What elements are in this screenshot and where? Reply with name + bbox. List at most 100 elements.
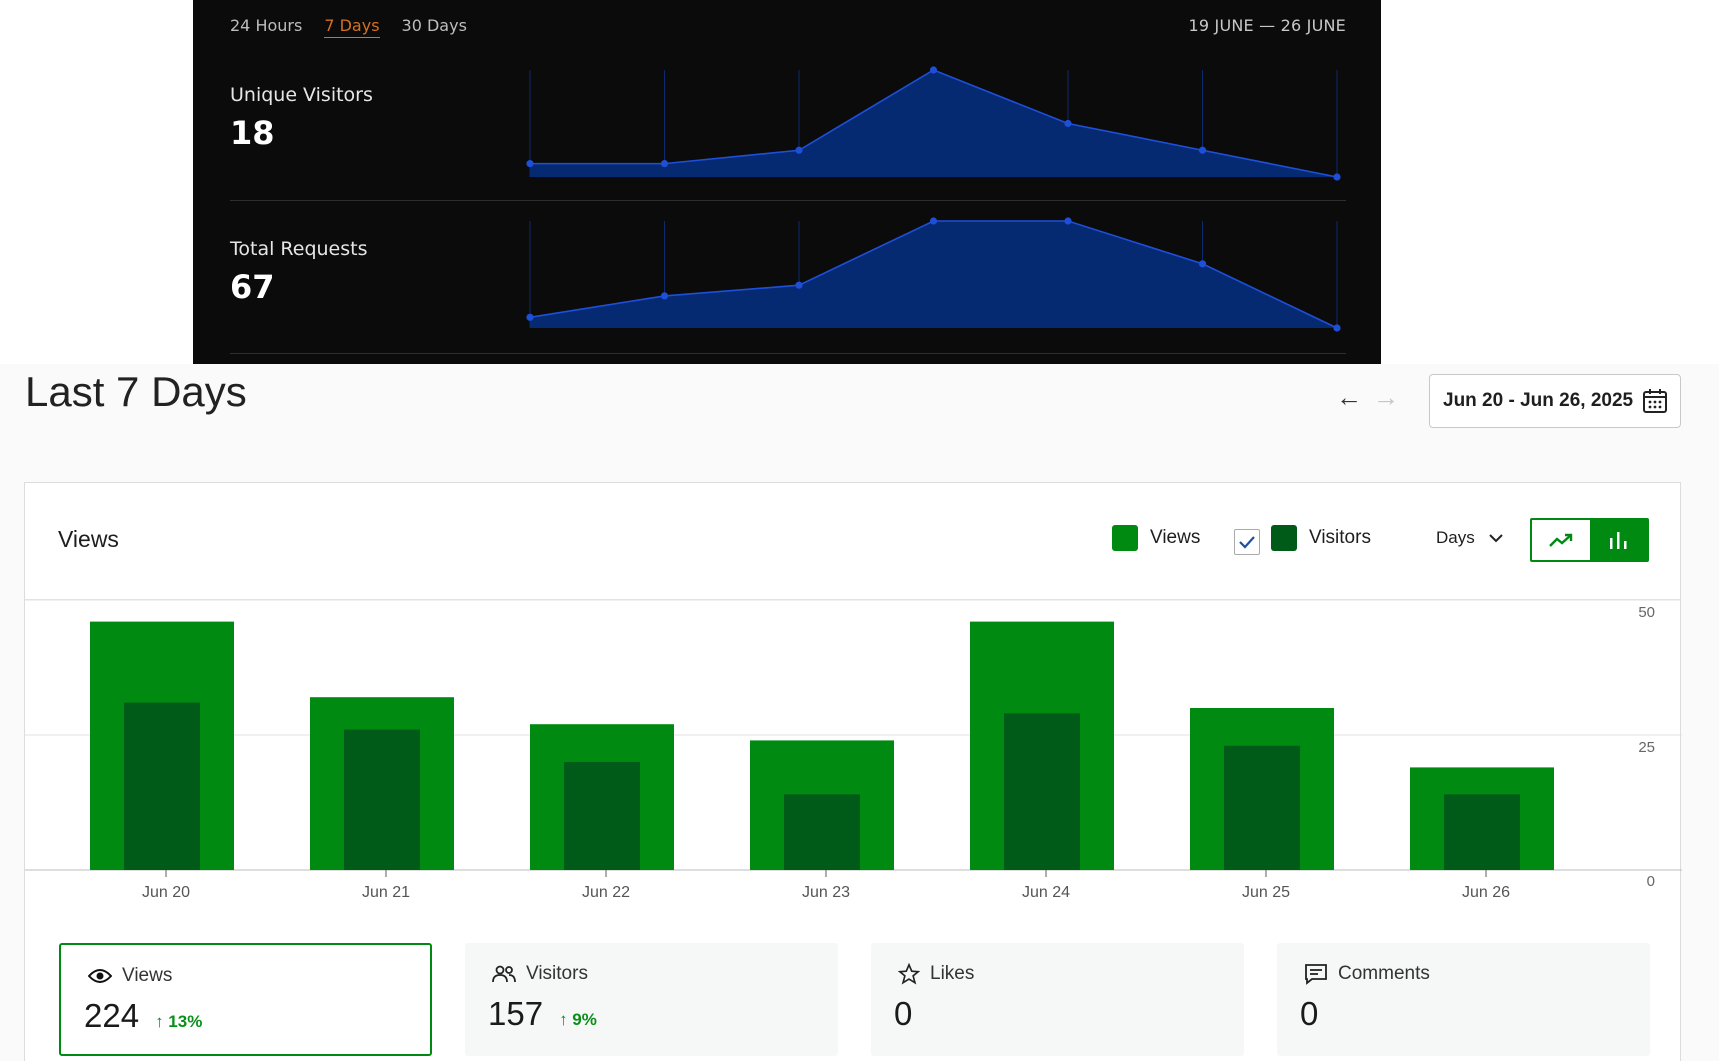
bar-visitors bbox=[1224, 745, 1300, 870]
y-tick-label: 25 bbox=[1638, 739, 1655, 756]
spark-area-1 bbox=[530, 221, 1337, 328]
stat-label: Views bbox=[122, 965, 173, 986]
date-range-label: Jun 20 - Jun 26, 2025 bbox=[1443, 390, 1634, 411]
spark-point bbox=[1333, 324, 1341, 332]
stat-value: 157 ↑ 9% bbox=[488, 995, 597, 1033]
check-icon bbox=[1239, 536, 1255, 549]
bar-visitors bbox=[1444, 794, 1520, 870]
stat-value: 0 bbox=[1300, 995, 1318, 1033]
line-chart-button[interactable] bbox=[1532, 520, 1590, 560]
visitors-checkbox[interactable] bbox=[1234, 529, 1260, 555]
stat-label: Visitors bbox=[526, 963, 588, 984]
stat-number: 157 bbox=[488, 995, 544, 1032]
period-select[interactable]: Days bbox=[1436, 528, 1503, 548]
legend-label: Visitors bbox=[1309, 527, 1371, 548]
stat-value: 224 ↑ 13% bbox=[84, 997, 202, 1035]
views-bar-chart: 0 25 50 Jun 20 Jun 21 Jun 22 Jun 23 Jun 24 Jun 2… bbox=[25, 599, 1682, 901]
metric-label: Total Requests bbox=[230, 238, 368, 260]
calendar-icon bbox=[1643, 389, 1667, 413]
bar-visitors bbox=[124, 702, 200, 870]
stat-card-visitors[interactable]: Visitors 157 ↑ 9% bbox=[465, 943, 838, 1056]
period-label: Days bbox=[1436, 528, 1475, 547]
bar-chart-icon bbox=[1610, 532, 1627, 549]
page-title: Last 7 Days bbox=[25, 368, 247, 415]
stat-value: 0 bbox=[894, 995, 912, 1033]
spark-point bbox=[526, 313, 534, 321]
sparkline-charts bbox=[526, 66, 1341, 332]
range-tabs: 24 Hours 7 Days 30 Days bbox=[230, 16, 467, 38]
spark-point bbox=[660, 160, 669, 168]
stat-card-views[interactable]: Views 224 ↑ 13% bbox=[59, 943, 432, 1056]
tab-30-days[interactable]: 30 Days bbox=[401, 16, 467, 35]
stat-head: Views bbox=[88, 965, 172, 987]
legend-visitors[interactable]: Visitors bbox=[1271, 525, 1371, 551]
x-tick-label: Jun 22 bbox=[582, 884, 630, 901]
divider bbox=[230, 200, 1346, 201]
x-tick-label: Jun 24 bbox=[1022, 884, 1070, 901]
stat-delta: ↑ 9% bbox=[559, 1010, 597, 1029]
date-range-picker[interactable]: Jun 20 - Jun 26, 2025 bbox=[1429, 374, 1681, 428]
stat-number: 0 bbox=[1300, 995, 1319, 1032]
card-title: Views bbox=[58, 526, 119, 552]
spark-point bbox=[1064, 217, 1072, 225]
bar-visitors bbox=[344, 729, 420, 870]
star-icon bbox=[898, 963, 920, 985]
spark-point bbox=[526, 160, 534, 168]
next-period-arrow-icon: → bbox=[1373, 382, 1399, 412]
tab-7-days[interactable]: 7 Days bbox=[324, 16, 380, 38]
stats-dashboard: Last 7 Days ← → Jun 20 - Jun 26, 2025 Vi… bbox=[0, 364, 1719, 1061]
stat-delta: ↑ 13% bbox=[155, 1012, 203, 1031]
chart-type-toggle bbox=[1530, 518, 1649, 562]
divider bbox=[230, 353, 1346, 354]
trending-up-icon bbox=[1548, 533, 1572, 547]
total-requests-metric: Total Requests 67 bbox=[230, 238, 368, 306]
metric-value: 18 bbox=[230, 114, 275, 152]
bar-visitors bbox=[564, 762, 640, 870]
x-tick-label: Jun 25 bbox=[1242, 884, 1290, 901]
legend-swatch-visitors bbox=[1271, 525, 1297, 551]
legend-swatch-views bbox=[1112, 525, 1138, 551]
stat-number: 224 bbox=[84, 997, 140, 1034]
legend-label: Views bbox=[1150, 527, 1201, 548]
tab-24-hours[interactable]: 24 Hours bbox=[230, 16, 303, 35]
stat-number: 0 bbox=[894, 995, 913, 1032]
spark-point bbox=[929, 66, 938, 74]
y-tick-label: 0 bbox=[1647, 873, 1655, 890]
stat-label: Likes bbox=[930, 963, 975, 984]
x-tick-label: Jun 26 bbox=[1462, 884, 1510, 901]
metric-label: Unique Visitors bbox=[230, 84, 373, 106]
previous-period-arrow-icon[interactable]: ← bbox=[1336, 382, 1362, 412]
spark-point bbox=[660, 292, 669, 300]
unique-visitors-metric: Unique Visitors 18 bbox=[230, 84, 373, 152]
spark-point bbox=[1198, 146, 1207, 154]
stat-label: Comments bbox=[1338, 963, 1430, 984]
chevron-down-icon bbox=[1489, 534, 1503, 543]
legend-views[interactable]: Views bbox=[1112, 525, 1200, 551]
stat-head: Likes bbox=[898, 963, 974, 985]
stat-delta-value: 13% bbox=[168, 1012, 203, 1031]
x-tick-label: Jun 21 bbox=[362, 884, 410, 901]
analytics-panel: 24 Hours 7 Days 30 Days 19 JUNE — 26 JUN… bbox=[193, 0, 1381, 364]
spark-point bbox=[929, 217, 938, 225]
bar-chart-button[interactable] bbox=[1589, 520, 1647, 560]
eye-icon bbox=[88, 969, 112, 983]
spark-point bbox=[1198, 260, 1207, 268]
stat-delta-value: 9% bbox=[572, 1010, 597, 1029]
spark-area-0 bbox=[530, 70, 1337, 177]
y-tick-label: 50 bbox=[1638, 604, 1655, 621]
people-icon bbox=[492, 965, 516, 983]
stat-card-likes[interactable]: Likes 0 bbox=[871, 943, 1244, 1056]
spark-point bbox=[1333, 173, 1341, 181]
stat-card-comments[interactable]: Comments 0 bbox=[1277, 943, 1650, 1056]
x-tick-label: Jun 20 bbox=[142, 884, 190, 901]
metric-value: 67 bbox=[230, 268, 275, 306]
spark-point bbox=[1064, 119, 1072, 128]
comment-icon bbox=[1305, 964, 1327, 985]
bar-visitors bbox=[784, 794, 860, 870]
spark-point bbox=[795, 146, 803, 154]
bar-visitors bbox=[1004, 713, 1080, 870]
stat-head: Comments bbox=[1304, 963, 1430, 985]
date-span: 19 JUNE — 26 JUNE bbox=[1188, 16, 1346, 35]
spark-point bbox=[795, 281, 803, 289]
x-tick-label: Jun 23 bbox=[802, 884, 850, 901]
